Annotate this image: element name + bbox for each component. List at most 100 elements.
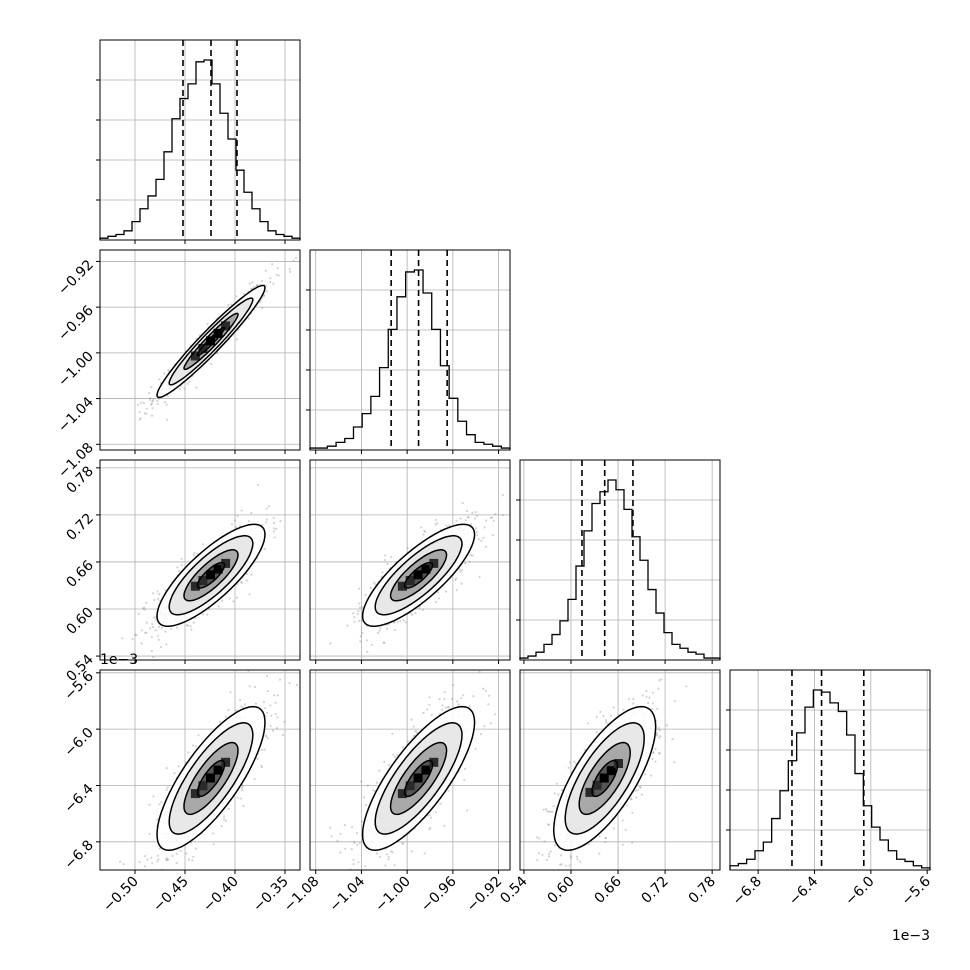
sample-point xyxy=(256,757,259,761)
sample-point xyxy=(137,612,140,616)
sample-point xyxy=(212,832,215,835)
sample-point xyxy=(269,281,272,284)
contour-line-3 xyxy=(361,705,476,852)
sample-point xyxy=(474,747,477,751)
sample-point xyxy=(475,530,478,534)
sample-point xyxy=(353,616,356,619)
sample-point xyxy=(195,745,198,748)
sample-point xyxy=(459,570,462,574)
y-tick-label: −6.8 xyxy=(61,837,96,872)
sample-point xyxy=(143,608,146,611)
sample-point xyxy=(295,683,299,687)
density-cell xyxy=(606,766,616,776)
sample-point xyxy=(604,836,607,840)
sample-point xyxy=(657,687,660,690)
sample-point xyxy=(541,853,544,856)
sample-point xyxy=(158,803,161,806)
sample-point xyxy=(393,864,396,867)
sample-point xyxy=(430,816,433,819)
density-cell xyxy=(429,757,439,767)
sample-point xyxy=(555,782,558,785)
sample-point xyxy=(549,810,552,813)
panel-background xyxy=(310,250,510,450)
x-tick-label: 0.66 xyxy=(591,873,624,906)
sample-point xyxy=(362,796,365,799)
sample-point xyxy=(260,766,264,769)
contour-line-1 xyxy=(183,312,239,371)
sample-point xyxy=(483,526,486,529)
sample-point xyxy=(411,613,414,616)
sample-point xyxy=(400,842,404,845)
sample-point xyxy=(366,784,370,787)
sample-point xyxy=(353,841,356,844)
sample-point xyxy=(547,823,550,826)
sample-point xyxy=(654,760,657,763)
sample-point xyxy=(281,733,285,737)
sample-point xyxy=(426,708,429,711)
sample-point xyxy=(393,755,397,759)
sample-point xyxy=(358,587,361,590)
sample-point xyxy=(673,700,676,703)
sample-point xyxy=(467,516,470,519)
sample-point xyxy=(165,643,168,646)
sample-point xyxy=(240,705,243,708)
sample-point xyxy=(248,282,251,285)
panel-frame xyxy=(309,249,511,451)
sample-point xyxy=(228,597,231,600)
contour-line-2 xyxy=(564,722,645,835)
sample-point xyxy=(658,736,661,739)
sample-point xyxy=(437,597,440,600)
x-tick-label: −0.40 xyxy=(200,874,242,916)
sample-point xyxy=(390,556,393,559)
y-tick-label: −6.0 xyxy=(61,725,96,760)
joint-clipped-content xyxy=(137,256,298,421)
sample-point xyxy=(445,524,448,527)
sample-point xyxy=(450,697,453,701)
sample-point xyxy=(445,590,448,593)
sample-point xyxy=(265,290,268,293)
sample-point xyxy=(165,858,168,862)
sample-point xyxy=(177,765,180,768)
sample-point xyxy=(410,718,413,721)
sample-point xyxy=(478,670,481,674)
sample-point xyxy=(410,850,413,853)
sample-point xyxy=(393,628,396,632)
histogram-step-line xyxy=(99,59,301,240)
sample-point xyxy=(266,675,269,678)
sample-point xyxy=(649,774,653,777)
sample-point xyxy=(579,860,582,863)
sample-point xyxy=(150,402,153,405)
density-cell xyxy=(213,564,223,574)
sample-point xyxy=(489,516,493,520)
sample-point xyxy=(361,606,364,609)
panel-frame xyxy=(99,459,301,661)
sample-point xyxy=(469,523,473,526)
sample-point xyxy=(240,509,243,512)
density-cell xyxy=(429,558,439,568)
sample-point xyxy=(185,852,188,855)
x-tick-label: −0.45 xyxy=(150,874,192,916)
density-cell xyxy=(599,773,609,783)
sample-point xyxy=(370,643,373,646)
sample-point xyxy=(178,387,181,391)
sample-point xyxy=(180,564,183,567)
sample-point xyxy=(344,875,346,877)
sample-point xyxy=(274,712,277,716)
sample-point xyxy=(459,517,462,520)
sample-point xyxy=(396,754,399,757)
sample-point xyxy=(409,612,412,615)
sample-point xyxy=(604,841,607,844)
sample-point xyxy=(186,382,189,385)
histogram-step-line xyxy=(729,689,931,870)
sample-point xyxy=(175,852,178,855)
sample-point xyxy=(260,764,263,767)
sample-point xyxy=(143,855,147,858)
sample-point xyxy=(189,625,192,628)
sample-point xyxy=(145,601,148,605)
sample-point xyxy=(609,714,613,717)
sample-point xyxy=(165,857,168,860)
x-tick-label: −6.0 xyxy=(842,874,877,909)
density-cell xyxy=(198,344,208,353)
sample-point xyxy=(560,863,563,866)
